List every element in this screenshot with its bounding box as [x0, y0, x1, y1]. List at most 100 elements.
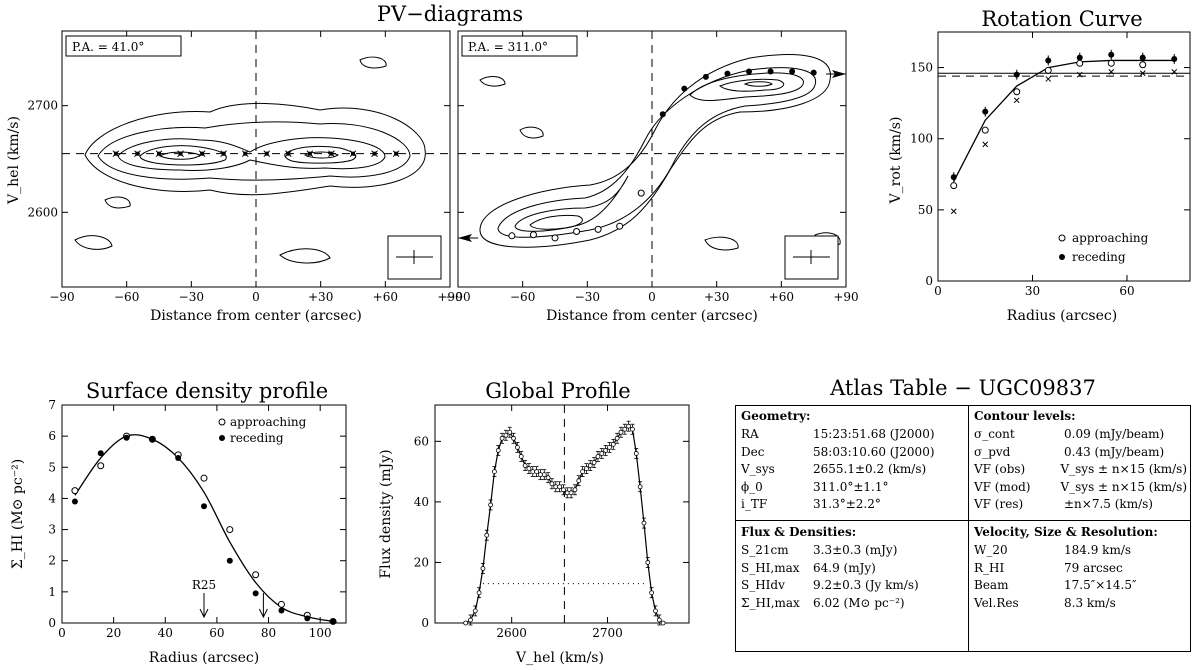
- pv2-receding-point: [789, 68, 796, 75]
- atlas-geometry-key: RA: [741, 427, 759, 441]
- atlas-velocity-header: Velocity, Size & Resolution:: [974, 525, 1158, 539]
- gp-point: [630, 426, 635, 432]
- atlas-geometry-value: 31.3°±2.2°: [813, 497, 881, 511]
- sd-receding-point: [123, 434, 130, 441]
- pv2-receding-point: [659, 111, 666, 118]
- gp-point: [557, 484, 563, 490]
- atlas-flux-value: 64.9 (mJy): [813, 560, 876, 575]
- gp-point: [595, 454, 601, 459]
- pv2-xtick-label: −90: [445, 290, 470, 304]
- atlas-flux-value: 9.2±0.3 (Jy km/s): [813, 578, 919, 592]
- sd-points: [71, 432, 337, 625]
- rot-receding-point: [1139, 54, 1146, 61]
- pv1-point-fill: [351, 151, 355, 156]
- gp-ytick-label: 20: [414, 555, 429, 569]
- rot-receding-point: [1045, 57, 1052, 64]
- pv1-point-fill: [264, 151, 269, 156]
- gp-point: [463, 620, 469, 626]
- gp-point: [561, 487, 566, 493]
- rot-ytick-label: 0: [925, 274, 933, 288]
- sd-xlabel: Radius (arcsec): [149, 650, 259, 666]
- sd-receding-point: [278, 607, 285, 614]
- sd-marker-arrowhead: [258, 608, 268, 619]
- rot-receding-point: [1076, 54, 1083, 61]
- atlas-velocity-row: R_HI 79 arcsec: [974, 560, 1187, 578]
- gp-point: [507, 429, 513, 435]
- rot-frame: [937, 31, 1191, 282]
- gp-point: [468, 617, 473, 623]
- pv2-contour-5: [529, 214, 583, 230]
- pv1-contours: [74, 56, 426, 264]
- atlas-contours-row: VF (res) ±n×7.5 (km/s): [974, 496, 1187, 514]
- sd-ytick-label: 6: [48, 429, 56, 443]
- atlas-hdivider: [736, 520, 1190, 521]
- atlas-velocity-row: Beam 17.5″×14.5″: [974, 577, 1187, 595]
- sd-lines: [74, 434, 334, 623]
- atlas-velocity-rows: W_20 184.9 km/s R_HI 79 arcsec Beam 17.5″×14.…: [974, 542, 1187, 612]
- sd-ytick-label: 7: [48, 398, 56, 412]
- gp-ticks: 2600 2700 0 20 40 60: [414, 405, 689, 640]
- sd-ytick-label: 3: [48, 523, 56, 537]
- pv2-contour-3: [514, 175, 629, 232]
- atlas-contours-value: 0.43 (mJy/beam): [1064, 444, 1165, 459]
- atlas-flux-row: Σ_HI,max 6.02 (M⊙ pc⁻²): [741, 595, 963, 613]
- atlas-contours-row: VF (obs) V_sys ± n×15 (km/s): [974, 461, 1187, 479]
- sd-ytick-label: 5: [48, 460, 56, 474]
- pv1-point-fill: [286, 151, 291, 156]
- sd-curve: [74, 434, 334, 623]
- sd-r25-label: R25: [192, 578, 216, 592]
- rot-cross-point: [1045, 76, 1052, 82]
- pv2-xtick-label: +30: [704, 290, 729, 304]
- sd-ticks: 0 20 40 60 80 100 0 1 2 3 4 5 6 7: [48, 398, 346, 640]
- pv2-ticks: −90 −60 −30 0 +30 +60 +90: [445, 31, 859, 304]
- pv1-xtick-label: +60: [373, 290, 398, 304]
- pv1-contour-4: [139, 145, 227, 166]
- rot-receding-point: [982, 108, 989, 115]
- pv1-xlabel: Distance from center (arcsec): [150, 308, 362, 324]
- gp-point: [591, 460, 597, 465]
- atlas-flux-value: 6.02 (M⊙ pc⁻²): [813, 595, 905, 610]
- rot-ytick-label: 100: [910, 132, 933, 146]
- atlas-flux-header: Flux & Densities:: [741, 525, 857, 539]
- pv2-receding-point: [724, 70, 731, 77]
- sd-approaching-point: [71, 487, 79, 495]
- gp-point: [649, 590, 655, 596]
- atlas-contours-key: VF (mod): [974, 479, 1031, 494]
- gp-point: [538, 472, 543, 478]
- pv2-approaching-point: [573, 228, 581, 236]
- pv1-point-fill: [200, 151, 205, 156]
- sd-xtick-label: 0: [58, 626, 66, 640]
- atlas-velocity-row: W_20 184.9 km/s: [974, 542, 1187, 560]
- atlas-flux-row: S_21cm 3.3±0.3 (mJy): [741, 542, 963, 560]
- rot-xtick-label: 30: [1025, 284, 1040, 298]
- sd-ylabel: Σ_HI (M⊙ pc⁻²): [10, 459, 26, 569]
- pv2-contour-noise-1: [479, 76, 506, 87]
- rot-cross-point: [1108, 68, 1115, 75]
- sd-xtick-label: 20: [106, 626, 121, 640]
- gp-point: [476, 590, 482, 596]
- atlas-geometry-row: Dec 58:03:10.60 (J2000): [741, 444, 963, 462]
- pv-panel-1: −90 −60 −30 0 +30 +60 +90 2600 2700 P.A. = 41.0°: [27, 30, 463, 304]
- pv1-contour-3: [117, 137, 386, 171]
- pv1-contour-noise-3: [104, 196, 131, 209]
- rot-cross-point: [1076, 71, 1083, 78]
- pv2-contour-7: [743, 81, 773, 87]
- pv2-approaching-point: [551, 234, 559, 242]
- gp-point: [549, 481, 555, 487]
- pv-ylabel: V_hel (km/s): [6, 116, 22, 205]
- pv1-xtick-label: −60: [114, 290, 139, 304]
- gp-point: [645, 560, 651, 565]
- sd-ytick-label: 4: [48, 491, 56, 505]
- sd-receding-point: [201, 503, 207, 510]
- gp-point: [530, 469, 536, 475]
- atlas-geometry-key: ϕ_0: [741, 479, 763, 494]
- sd-marker-arrowhead: [199, 608, 209, 619]
- sd-title: Surface density profile: [86, 379, 328, 403]
- pv1-contour-6: [158, 151, 201, 160]
- gp-point: [564, 490, 570, 496]
- sd-ytick-label: 1: [48, 585, 56, 599]
- atlas-table: Geometry: RA 15:23:51.68 (J2000) Dec 58:03:…: [735, 405, 1191, 652]
- pv1-point-fill: [307, 151, 312, 156]
- pv1-point-fill: [113, 151, 118, 156]
- sd-receding-point: [175, 454, 182, 461]
